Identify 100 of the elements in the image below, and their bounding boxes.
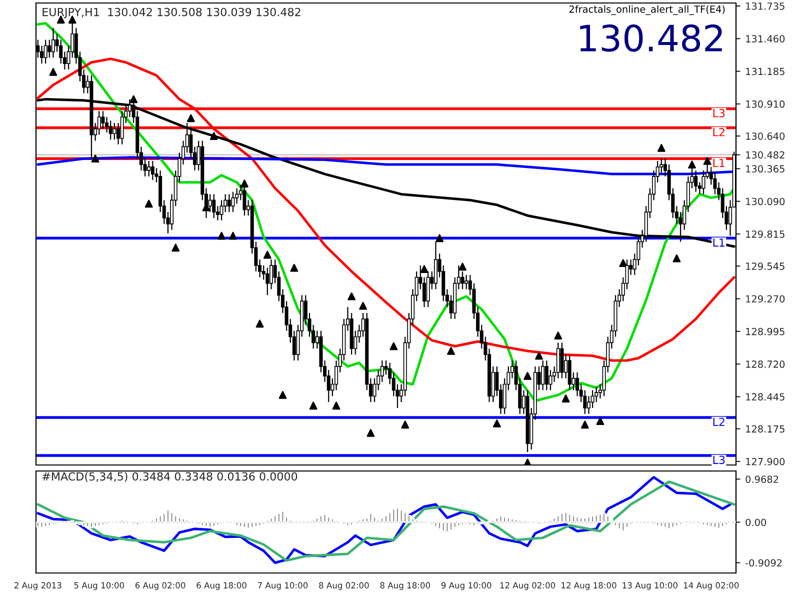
bar: [674, 522, 679, 526]
bar: [158, 514, 162, 523]
bar: [617, 522, 622, 530]
x-tick-label: 6 Aug 18:00: [196, 582, 246, 590]
point: [447, 347, 455, 355]
x-tick-label: 8 Aug 18:00: [380, 582, 430, 590]
ref-line-label: L2: [713, 418, 724, 426]
bar: [495, 517, 499, 523]
bar: [606, 514, 610, 523]
bar: [185, 519, 189, 523]
bar: [449, 522, 453, 531]
bar: [315, 517, 319, 523]
chart-title: EURJPY,H1 130.042 130.508 130.039 130.482: [42, 8, 300, 18]
bar: [560, 512, 564, 523]
bar: [579, 517, 583, 523]
bar: [575, 516, 580, 523]
x-tick-label: 5 Aug 10:00: [74, 582, 124, 590]
point: [524, 372, 532, 380]
bar: [438, 522, 442, 530]
y-tick-label: 129.545: [746, 262, 784, 270]
bar: [368, 512, 373, 523]
bar: [350, 522, 354, 526]
point: [263, 250, 272, 259]
bar: [625, 522, 629, 528]
point: [401, 420, 410, 429]
point: [332, 402, 340, 410]
bar: [590, 515, 594, 523]
bar: [322, 514, 327, 523]
bar: [506, 517, 510, 523]
x-tick-label: 12 Aug 18:00: [562, 582, 616, 590]
ref-line-label: L2: [713, 128, 724, 136]
bar: [181, 518, 186, 523]
bar: [372, 516, 376, 523]
bar: [430, 522, 434, 526]
bar: [614, 522, 618, 526]
bar: [78, 522, 82, 526]
bar: [572, 514, 576, 523]
bar: [491, 519, 495, 523]
y-tick-label: 128.995: [746, 328, 784, 336]
bar: [468, 522, 472, 526]
bar: [216, 522, 220, 526]
bar: [269, 517, 274, 523]
y-tick-label: 0.9682: [746, 476, 778, 483]
point: [672, 254, 681, 262]
candlestick: [702, 170, 706, 195]
candlestick: [101, 110, 105, 130]
bar: [150, 519, 155, 523]
bar: [258, 522, 262, 526]
bar: [200, 522, 204, 526]
bar: [667, 522, 671, 530]
candlestick: [108, 120, 112, 140]
chart-title: #MACD(5,34,5) 0.3484 0.3348 0.0136 0.0000: [42, 472, 298, 482]
bar: [671, 522, 675, 528]
bar: [36, 522, 40, 528]
bar: [154, 517, 158, 523]
bar: [442, 522, 446, 532]
bar: [720, 522, 724, 528]
y-tick-label: 130.640: [746, 132, 785, 140]
bar: [40, 522, 44, 528]
bar: [652, 522, 656, 526]
bar: [660, 522, 664, 528]
bar: [132, 522, 136, 526]
bar: [399, 509, 404, 523]
bar: [162, 512, 166, 523]
bar: [403, 512, 407, 523]
bar: [326, 516, 330, 523]
bar: [548, 519, 552, 523]
bar: [414, 519, 418, 523]
candlestick: [231, 191, 235, 213]
ref-line-label: L3: [713, 108, 725, 118]
x-tick-label: 9 Aug 10:00: [441, 582, 492, 590]
bar: [610, 519, 614, 523]
bar: [357, 519, 362, 523]
bar: [170, 512, 174, 523]
ref-line-label: L3: [713, 456, 725, 464]
point: [554, 332, 562, 340]
point: [229, 232, 237, 240]
bar: [120, 519, 124, 523]
y-tick-label: 130.365: [746, 165, 784, 173]
y-tick-label: 130.482: [746, 151, 784, 159]
bar: [319, 514, 323, 523]
y-tick-label: 0.00: [746, 518, 766, 526]
bar: [101, 522, 105, 526]
point: [420, 265, 428, 273]
bar: [97, 522, 101, 526]
candlestick: [147, 160, 151, 177]
bar: [361, 518, 365, 523]
bar: [705, 522, 710, 526]
bar: [246, 522, 250, 530]
x-tick-label: 6 Aug 02:00: [135, 582, 186, 590]
candlestick: [227, 194, 231, 213]
point: [186, 114, 195, 122]
y-tick-label: -0.9092: [746, 559, 782, 567]
candlestick: [568, 354, 572, 391]
candlestick: [44, 39, 48, 64]
candlestick: [212, 194, 216, 219]
annotation: 2fractals_online_alert_all_TF(E4): [569, 5, 725, 15]
bar: [514, 518, 518, 523]
annotation: 130.482: [580, 24, 722, 52]
y-tick-label: 128.175: [746, 425, 784, 433]
